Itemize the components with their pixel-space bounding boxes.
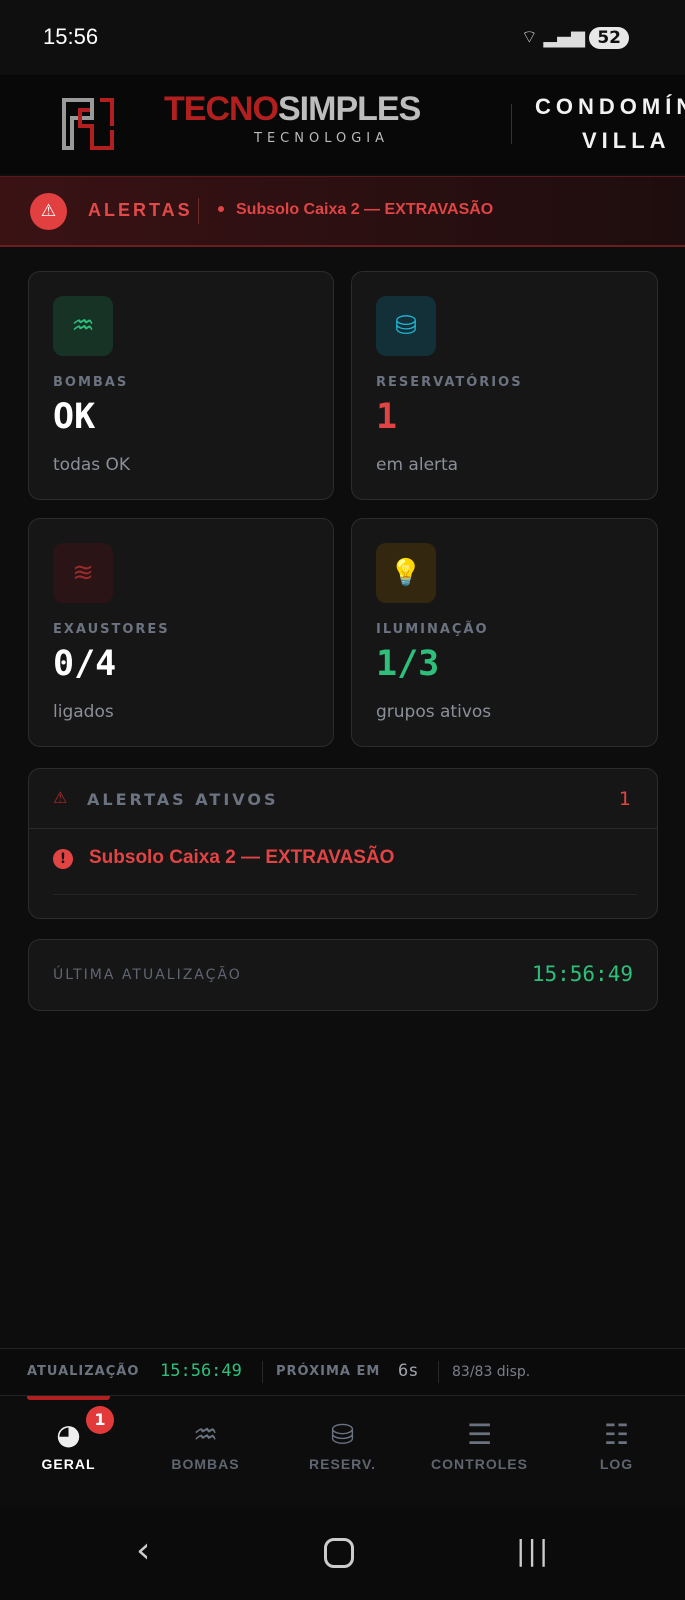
- status-bar: 15:56 ⌔ ▂▄▆ 52: [0, 0, 685, 74]
- database-icon: ⛁: [376, 296, 436, 356]
- card-iluminacao[interactable]: 💡 ILUMINAÇÃO 1/3 grupos ativos: [351, 518, 658, 747]
- brand-tagline: TECNOLOGIA: [254, 131, 390, 146]
- wifi-signal-icon: ⌔ ▂▄▆: [520, 27, 585, 48]
- tab-log[interactable]: ☷ LOG: [548, 1396, 685, 1508]
- card-bombas[interactable]: ♒ BOMBAS OK todas OK: [28, 271, 334, 500]
- refresh-status-bar: ATUALIZAÇÃO 15:56:49 PRÓXIMA EM 6s 83/83…: [0, 1348, 685, 1396]
- last-update-label: ÚLTIMA ATUALIZAÇÃO: [53, 967, 242, 983]
- card-label: EXAUSTORES: [53, 622, 170, 637]
- tab-geral[interactable]: ◕ GERAL 1: [0, 1396, 137, 1508]
- last-update-time: 15:56:49: [531, 962, 633, 986]
- card-subtext: em alerta: [376, 455, 459, 475]
- status-time: 15:56: [43, 24, 99, 49]
- error-icon: !: [53, 849, 73, 869]
- alert-item-text: Subsolo Caixa 2 — EXTRAVASÃO: [89, 847, 395, 868]
- bottom-nav: ◕ GERAL 1 ♒ BOMBAS ⛁ RESERV. ☰ CONTROLES ☷ L…: [0, 1396, 685, 1508]
- card-subtext: ligados: [53, 702, 114, 722]
- tecnosimples-logo-icon: [62, 98, 114, 150]
- battery-level: 52: [589, 27, 629, 49]
- alert-banner-title: ALERTAS: [88, 200, 193, 220]
- alert-list-item[interactable]: ! Subsolo Caixa 2 — EXTRAVASÃO: [53, 847, 637, 895]
- card-label: BOMBAS: [53, 375, 129, 390]
- tab-label: BOMBAS: [171, 1456, 240, 1472]
- card-subtext: todas OK: [53, 455, 131, 475]
- tab-reserv[interactable]: ⛁ RESERV.: [274, 1396, 411, 1508]
- tab-bombas[interactable]: ♒ BOMBAS: [137, 1396, 274, 1508]
- active-alerts-count: 1: [618, 788, 631, 810]
- card-exaustores[interactable]: ≋ EXAUSTORES 0/4 ligados: [28, 518, 334, 747]
- card-label: RESERVATÓRIOS: [376, 375, 523, 390]
- back-icon[interactable]: ‹: [136, 1530, 151, 1571]
- tab-label: CONTROLES: [431, 1456, 528, 1472]
- bullet-icon: [218, 206, 224, 212]
- next-label: PRÓXIMA EM: [276, 1364, 381, 1379]
- active-alerts-header: ⚠ ALERTAS ATIVOS 1: [29, 769, 657, 829]
- system-nav-bar: ‹ |||: [0, 1508, 685, 1600]
- card-value: 1: [376, 397, 398, 437]
- active-tab-indicator: [27, 1396, 110, 1400]
- tab-controles[interactable]: ☰ CONTROLES: [411, 1396, 548, 1508]
- alert-banner-message: Subsolo Caixa 2 — EXTRAVASÃO: [236, 201, 494, 218]
- header-divider: [511, 104, 512, 144]
- card-reservatorios[interactable]: ⛁ RESERVATÓRIOS 1 em alerta: [351, 271, 658, 500]
- active-alerts-panel: ⚠ ALERTAS ATIVOS 1 ! Subsolo Caixa 2 — E…: [28, 768, 658, 919]
- home-icon[interactable]: [324, 1538, 354, 1568]
- divider: [262, 1361, 263, 1383]
- warning-icon: ⚠: [53, 788, 68, 807]
- divider: [438, 1361, 439, 1383]
- warning-icon: ⚠: [30, 193, 67, 230]
- card-subtext: grupos ativos: [376, 702, 492, 722]
- tab-label: RESERV.: [309, 1456, 376, 1472]
- card-value: 1/3: [376, 644, 440, 684]
- card-value: 0/4: [53, 644, 117, 684]
- recents-icon[interactable]: |||: [516, 1534, 551, 1567]
- condo-name-line2: VILLA: [582, 128, 671, 153]
- tab-label: LOG: [599, 1456, 634, 1472]
- notification-badge: 1: [86, 1406, 114, 1434]
- lightbulb-icon: 💡: [376, 543, 436, 603]
- update-label: ATUALIZAÇÃO: [27, 1364, 140, 1379]
- tab-label: GERAL: [41, 1456, 96, 1472]
- list-icon: ☷: [603, 1418, 630, 1451]
- card-value: OK: [53, 397, 96, 437]
- pool-icon: ♒: [192, 1418, 219, 1451]
- database-icon: ⛁: [330, 1418, 355, 1451]
- alert-divider: [198, 198, 199, 224]
- next-countdown: 6s: [398, 1361, 419, 1381]
- devices-count: 83/83 disp.: [452, 1364, 531, 1380]
- card-label: ILUMINAÇÃO: [376, 622, 489, 637]
- sliders-icon: ☰: [466, 1418, 493, 1451]
- update-time: 15:56:49: [160, 1361, 242, 1381]
- alert-banner[interactable]: [0, 176, 685, 247]
- pool-icon: ♒: [53, 296, 113, 356]
- active-alerts-title: ALERTAS ATIVOS: [87, 790, 279, 809]
- last-update-panel: ÚLTIMA ATUALIZAÇÃO 15:56:49: [28, 939, 658, 1011]
- dashboard-icon: ◕: [56, 1418, 81, 1451]
- wind-icon: ≋: [53, 543, 113, 603]
- brand-logo: TECNOSIMPLES: [164, 90, 421, 128]
- condo-name-line1: CONDOMÍN: [535, 94, 685, 119]
- app-header: [0, 75, 685, 174]
